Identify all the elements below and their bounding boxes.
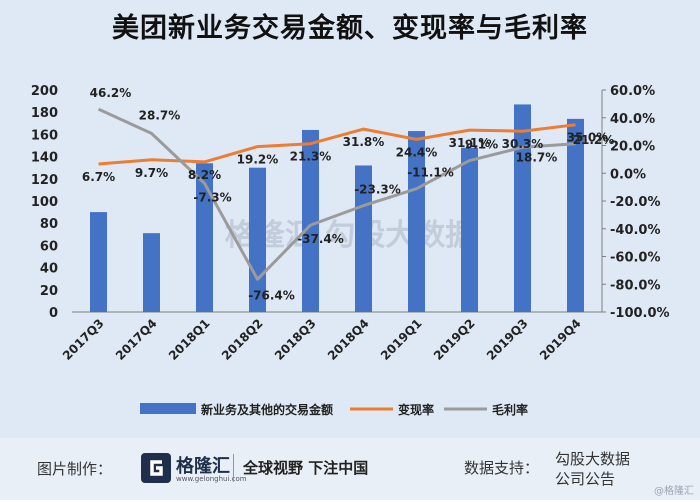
legend-label-monetization-rate: 变现率 (398, 402, 434, 417)
right-axis-tick-label: 0.0% (610, 167, 646, 182)
x-tick-label: 2018Q1 (166, 316, 213, 363)
x-tick-label: 2019Q3 (484, 316, 531, 363)
slogan: 全球视野 下注中国 (243, 459, 369, 477)
monetization-rate-label: 19.2% (237, 153, 279, 167)
left-axis-tick-label: 60 (40, 239, 58, 254)
right-axis-tick-label: 40.0% (610, 112, 655, 127)
footer: 图片制作： 格隆汇 www.gelonghui.com 全球视野 下注中国 数据… (0, 438, 700, 500)
monetization-rate-label: 30.3% (502, 137, 544, 151)
left-axis-tick-label: 180 (31, 106, 58, 121)
left-axis-tick-label: 200 (31, 84, 58, 99)
chart-title: 美团新业务交易金额、变现率与毛利率 (112, 13, 588, 44)
source-line-1: 勾股大数据 (555, 450, 631, 468)
legend-swatch-transaction-volume (140, 403, 196, 414)
gross-margin-label: 18.7% (516, 150, 558, 164)
right-axis-tick-label: -60.0% (610, 251, 661, 266)
x-tick-label: 2019Q1 (378, 316, 425, 363)
monetization-rate-line (98, 123, 576, 166)
x-tick-label: 2019Q4 (537, 316, 584, 363)
x-tick-label: 2019Q2 (431, 316, 478, 363)
corner-watermark: @格隆汇 (654, 486, 694, 497)
gross-margin-label: -23.3% (354, 183, 401, 197)
gross-margin-label: -37.4% (297, 232, 344, 246)
brand-logo-icon (141, 453, 171, 483)
brand-name: 格隆汇 (176, 456, 230, 477)
credit-label: 图片制作： (37, 460, 113, 478)
right-axis-tick-label: -40.0% (610, 223, 661, 238)
monetization-rate-label: 6.7% (82, 170, 115, 184)
left-axis-tick-label: 0 (49, 306, 58, 321)
x-tick-label: 2017Q3 (60, 316, 107, 363)
bar-2019Q4 (567, 118, 584, 312)
gross-margin-line (97, 107, 576, 281)
bar-2019Q1 (408, 131, 425, 312)
left-axis-tick-label: 100 (31, 195, 58, 210)
monetization-rate-label: 24.4% (396, 145, 438, 159)
left-axis-tick-label: 120 (31, 173, 58, 188)
monetization-rate-label: 35.0% (567, 131, 609, 145)
monetization-rate-label: 31.1% (449, 136, 491, 150)
gross-margin-label: 28.7% (139, 108, 181, 122)
x-tick-label: 2018Q3 (272, 316, 319, 363)
bar-2017Q4 (143, 233, 160, 312)
x-tick-label: 2018Q2 (219, 316, 266, 363)
source-label: 数据支持： (464, 459, 540, 477)
legend-label-transaction-volume: 新业务及其他的交易金额 (201, 402, 333, 417)
left-axis-tick-label: 160 (31, 128, 58, 143)
bar-2019Q2 (461, 147, 478, 312)
left-axis-tick-label: 80 (40, 217, 58, 232)
bar-2018Q4 (355, 165, 372, 312)
right-axis-tick-label: 20.0% (610, 140, 655, 155)
bar-2017Q3 (90, 212, 107, 312)
right-axis-tick-label: -20.0% (610, 195, 661, 210)
gross-margin-label: 46.2% (90, 86, 132, 100)
gross-margin-label: -7.3% (193, 190, 231, 204)
gross-margin-label: 21.2% (573, 133, 615, 147)
bar-2018Q1 (196, 163, 213, 312)
source-line-2: 公司公告 (555, 470, 616, 488)
gross-margin-label: 9.1% (465, 138, 498, 152)
left-axis-tick-label: 140 (31, 151, 58, 166)
watermark-text: 格隆汇 勾股大数据 (225, 218, 475, 253)
bar-2019Q3 (514, 104, 531, 313)
monetization-rate-label: 31.8% (343, 135, 385, 149)
monetization-rate-label: 8.2% (188, 168, 221, 182)
footer-divider (233, 454, 234, 482)
monetization-rate-label: 21.3% (290, 150, 332, 164)
right-axis-tick-label: 60.0% (610, 84, 655, 99)
legend-label-gross-margin: 毛利率 (492, 402, 528, 417)
x-tick-label: 2017Q4 (113, 316, 160, 363)
left-axis-tick-label: 40 (40, 262, 58, 277)
gross-margin-label: -76.4% (248, 288, 295, 302)
right-axis-tick-label: -80.0% (610, 278, 661, 293)
x-tick-label: 2018Q4 (325, 316, 372, 363)
gross-margin-label: -11.1% (407, 166, 454, 180)
bar-2018Q3 (302, 129, 319, 312)
brand-domain: www.gelonghui.com (176, 475, 247, 483)
monetization-rate-label: 9.7% (135, 166, 168, 180)
right-axis-tick-label: -100.0% (610, 306, 670, 321)
left-axis-tick-label: 20 (40, 284, 58, 299)
